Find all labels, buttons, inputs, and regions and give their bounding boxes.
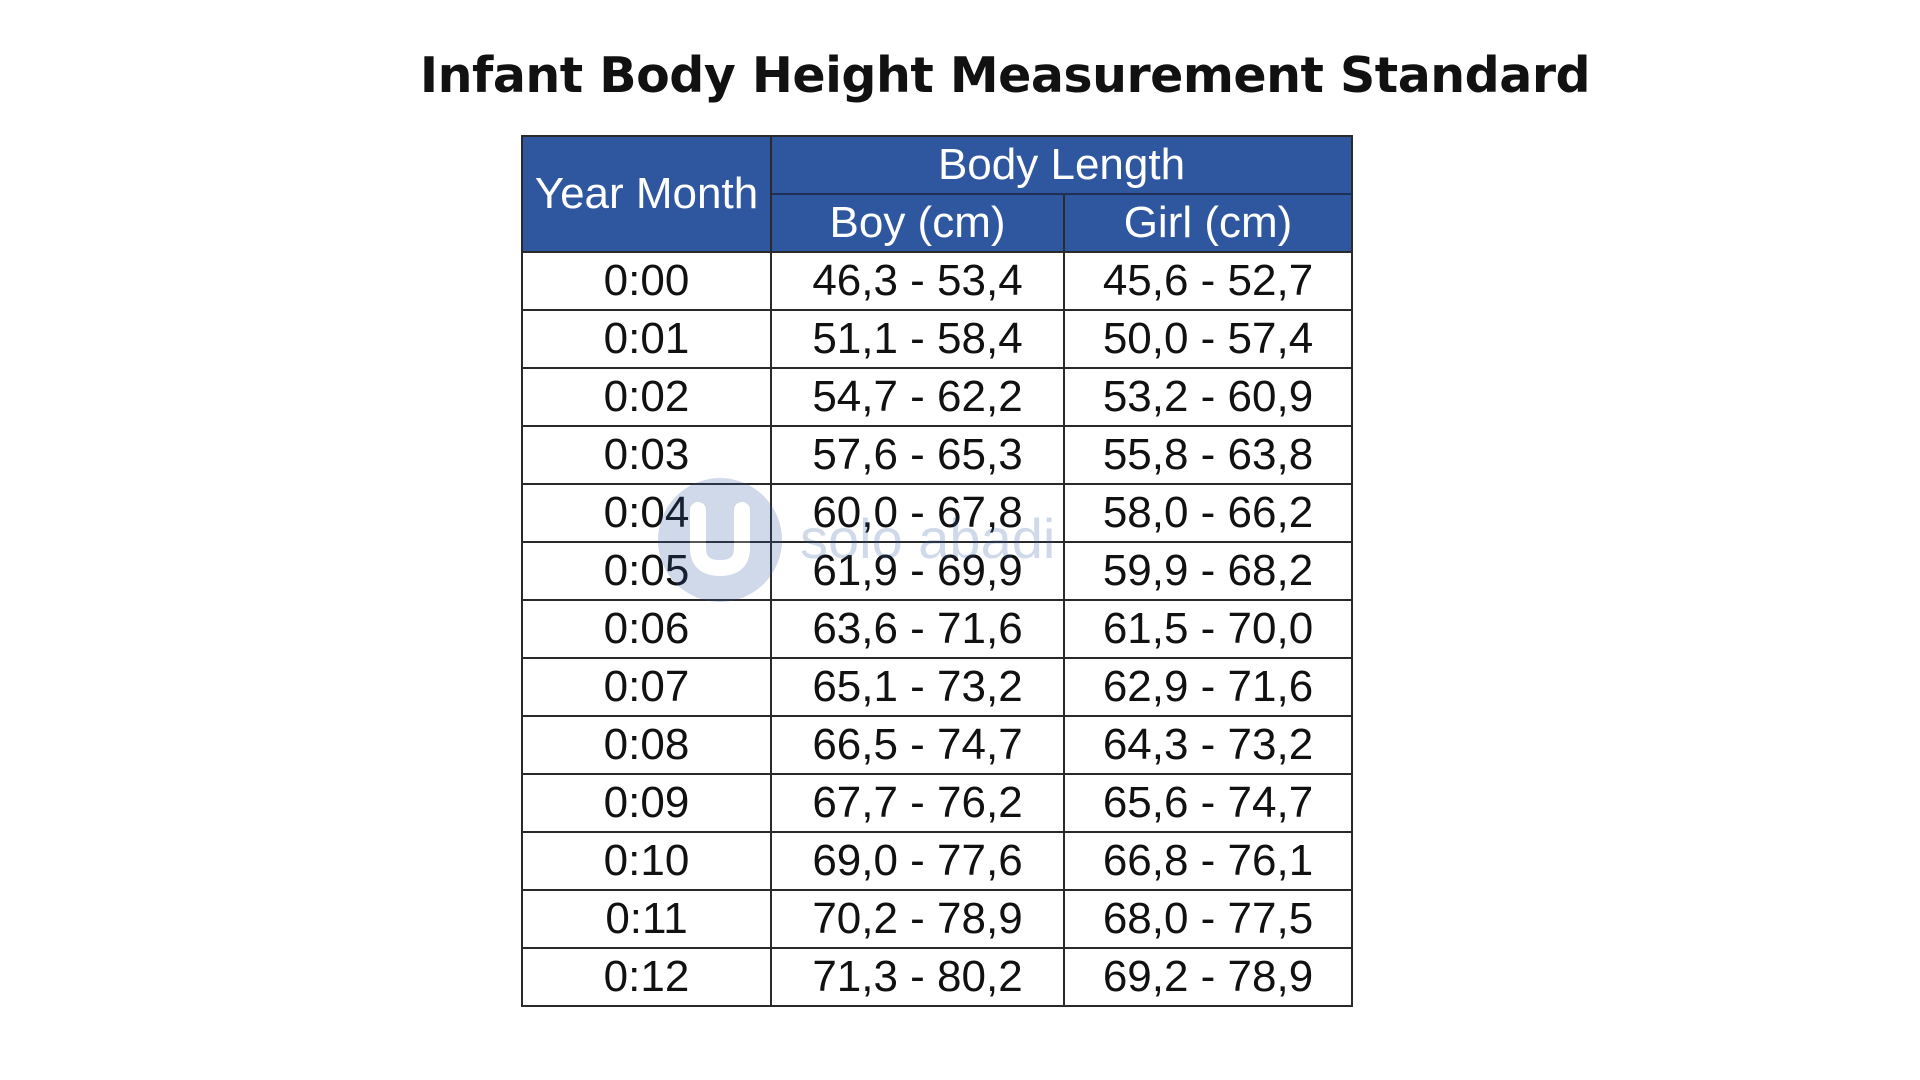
cell-age: 0:01 xyxy=(521,309,772,369)
cell-age: 0:05 xyxy=(521,541,772,601)
cell-girl-range: 53,2 - 60,9 xyxy=(1063,367,1353,427)
cell-age: 0:00 xyxy=(521,251,772,311)
cell-girl-range: 61,5 - 70,0 xyxy=(1063,599,1353,659)
cell-girl-range: 65,6 - 74,7 xyxy=(1063,773,1353,833)
cell-girl-range: 69,2 - 78,9 xyxy=(1063,947,1353,1007)
cell-girl-range: 66,8 - 76,1 xyxy=(1063,831,1353,891)
cell-boy-range: 54,7 - 62,2 xyxy=(770,367,1065,427)
header-boy: Boy (cm) xyxy=(770,193,1065,253)
cell-age: 0:12 xyxy=(521,947,772,1007)
table-row: 0:04 60,0 - 67,8 58,0 - 66,2 xyxy=(521,483,1353,543)
cell-girl-range: 68,0 - 77,5 xyxy=(1063,889,1353,949)
table-header: Year Month Body Length Boy (cm) Girl (cm… xyxy=(521,135,1353,253)
cell-boy-range: 57,6 - 65,3 xyxy=(770,425,1065,485)
table-row: 0:01 51,1 - 58,4 50,0 - 57,4 xyxy=(521,309,1353,369)
cell-girl-range: 64,3 - 73,2 xyxy=(1063,715,1353,775)
table-row: 0:10 69,0 - 77,6 66,8 - 76,1 xyxy=(521,831,1353,891)
table-row: 0:09 67,7 - 76,2 65,6 - 74,7 xyxy=(521,773,1353,833)
cell-age: 0:07 xyxy=(521,657,772,717)
cell-boy-range: 63,6 - 71,6 xyxy=(770,599,1065,659)
table-row: 0:07 65,1 - 73,2 62,9 - 71,6 xyxy=(521,657,1353,717)
cell-girl-range: 45,6 - 52,7 xyxy=(1063,251,1353,311)
cell-girl-range: 62,9 - 71,6 xyxy=(1063,657,1353,717)
cell-boy-range: 61,9 - 69,9 xyxy=(770,541,1065,601)
cell-girl-range: 50,0 - 57,4 xyxy=(1063,309,1353,369)
table-row: 0:05 61,9 - 69,9 59,9 - 68,2 xyxy=(521,541,1353,601)
cell-girl-range: 59,9 - 68,2 xyxy=(1063,541,1353,601)
cell-boy-range: 70,2 - 78,9 xyxy=(770,889,1065,949)
cell-age: 0:08 xyxy=(521,715,772,775)
header-year-month: Year Month xyxy=(521,135,772,253)
cell-boy-range: 69,0 - 77,6 xyxy=(770,831,1065,891)
cell-girl-range: 55,8 - 63,8 xyxy=(1063,425,1353,485)
cell-age: 0:06 xyxy=(521,599,772,659)
header-body-length: Body Length xyxy=(770,135,1353,195)
cell-girl-range: 58,0 - 66,2 xyxy=(1063,483,1353,543)
cell-age: 0:09 xyxy=(521,773,772,833)
height-table: Year Month Body Length Boy (cm) Girl (cm… xyxy=(521,135,1353,1007)
cell-age: 0:04 xyxy=(521,483,772,543)
cell-boy-range: 60,0 - 67,8 xyxy=(770,483,1065,543)
cell-boy-range: 67,7 - 76,2 xyxy=(770,773,1065,833)
table-row: 0:12 71,3 - 80,2 69,2 - 78,9 xyxy=(521,947,1353,1007)
cell-boy-range: 46,3 - 53,4 xyxy=(770,251,1065,311)
cell-boy-range: 71,3 - 80,2 xyxy=(770,947,1065,1007)
cell-boy-range: 65,1 - 73,2 xyxy=(770,657,1065,717)
table-body: 0:00 46,3 - 53,4 45,6 - 52,7 0:01 51,1 - 58,… xyxy=(521,251,1353,1007)
page-title: Infant Body Height Measurement Standard xyxy=(419,47,1591,104)
table-row: 0:06 63,6 - 71,6 61,5 - 70,0 xyxy=(521,599,1353,659)
table-row: 0:02 54,7 - 62,2 53,2 - 60,9 xyxy=(521,367,1353,427)
table-row: 0:08 66,5 - 74,7 64,3 - 73,2 xyxy=(521,715,1353,775)
cell-age: 0:03 xyxy=(521,425,772,485)
cell-age: 0:11 xyxy=(521,889,772,949)
cell-age: 0:02 xyxy=(521,367,772,427)
cell-boy-range: 51,1 - 58,4 xyxy=(770,309,1065,369)
table-row: 0:03 57,6 - 65,3 55,8 - 63,8 xyxy=(521,425,1353,485)
cell-age: 0:10 xyxy=(521,831,772,891)
height-table-container: Year Month Body Length Boy (cm) Girl (cm… xyxy=(521,135,1353,1007)
table-row: 0:11 70,2 - 78,9 68,0 - 77,5 xyxy=(521,889,1353,949)
cell-boy-range: 66,5 - 74,7 xyxy=(770,715,1065,775)
table-row: 0:00 46,3 - 53,4 45,6 - 52,7 xyxy=(521,251,1353,311)
header-girl: Girl (cm) xyxy=(1063,193,1353,253)
